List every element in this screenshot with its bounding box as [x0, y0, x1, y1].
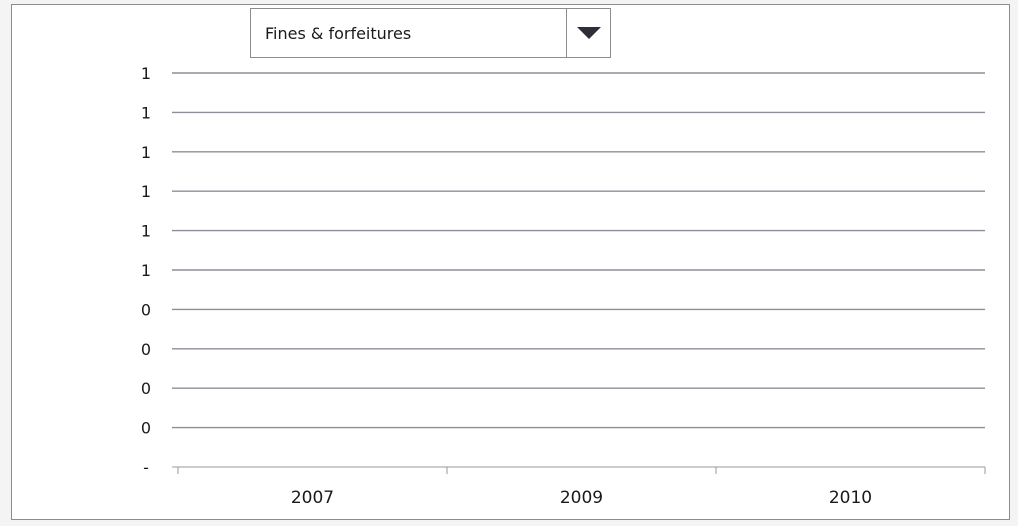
category-dropdown[interactable]: Fines & forfeitures [250, 8, 611, 58]
y-tick-label: 1 [141, 143, 151, 162]
y-tick-label: - [143, 458, 149, 477]
y-tick-label: 1 [141, 64, 151, 83]
x-tick-label: 2010 [829, 488, 872, 508]
y-tick-label: 0 [141, 300, 151, 319]
y-tick-label: 0 [141, 419, 151, 438]
dropdown-selected-value: Fines & forfeitures [265, 24, 412, 43]
x-tick-label: 2007 [291, 488, 334, 508]
dropdown-toggle-button[interactable] [566, 9, 610, 57]
y-tick-label: 1 [141, 261, 151, 280]
x-tick-label: 2009 [560, 488, 603, 508]
chart-panel: Fines & forfeitures [11, 4, 1010, 520]
y-tick-label: 1 [141, 103, 151, 122]
y-tick-label: 0 [141, 340, 151, 359]
y-tick-label: 1 [141, 222, 151, 241]
triangle-down-icon [577, 27, 601, 39]
y-tick-label: 1 [141, 182, 151, 201]
y-tick-label: 0 [141, 379, 151, 398]
